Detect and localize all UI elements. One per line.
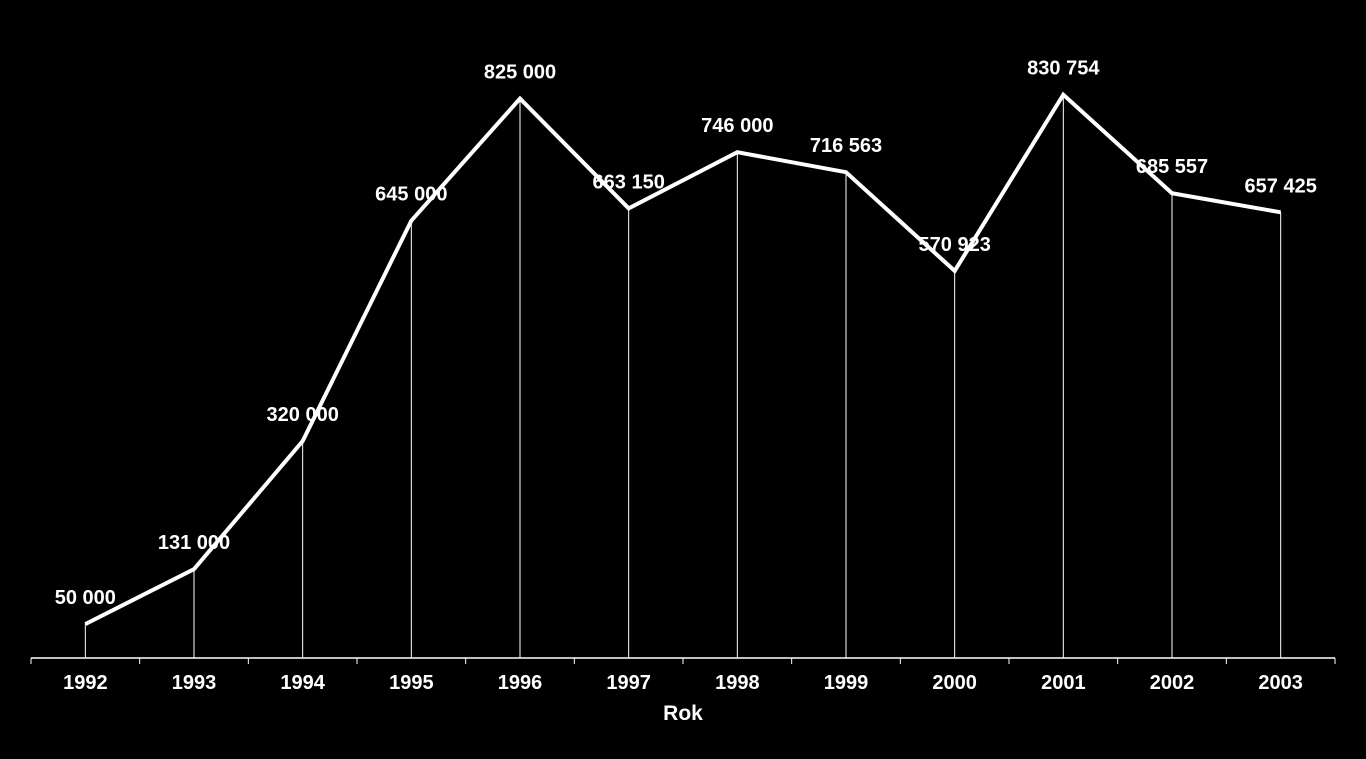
x-tick-label: 1999 [824,672,869,694]
x-tick-label: 2000 [932,672,977,694]
data-label: 716 563 [810,135,882,157]
data-label: 746 000 [701,115,773,137]
x-axis-ticks [30,658,1336,664]
data-label: 825 000 [484,62,556,84]
data-label: 645 000 [375,184,447,206]
x-tick-label: 1994 [280,672,325,694]
drop-lines [84,94,1282,658]
x-tick-label: 1995 [389,672,434,694]
x-tick-label: 2002 [1150,672,1195,694]
data-label: 830 754 [1027,58,1100,80]
data-label: 657 425 [1245,175,1317,197]
x-axis-tick-labels: 1992 1993 1994 1995 1996 1997 1998 1999 2000 2001… [63,672,1303,694]
data-label: 685 557 [1136,156,1208,178]
x-tick-label: 1993 [172,672,217,694]
x-tick-label: 2001 [1041,672,1086,694]
x-tick-label: 1996 [498,672,543,694]
x-axis: 1992 1993 1994 1995 1996 1997 1998 1999 2000 2001… [30,657,1336,694]
x-tick-label: 2003 [1258,672,1303,694]
x-tick-label: 1992 [63,672,108,694]
x-axis-title: Rok [663,702,703,725]
data-labels: 50 000 131 000 320 000 645 000 825 000 663 15… [55,58,1317,609]
data-label: 570 923 [919,234,991,256]
data-label: 131 000 [158,532,230,554]
x-tick-label: 1998 [715,672,760,694]
data-label: 663 150 [593,171,665,193]
data-label: 50 000 [55,587,116,609]
data-label: 320 000 [267,404,339,426]
x-tick-label: 1997 [606,672,651,694]
series-line [84,91,1282,626]
